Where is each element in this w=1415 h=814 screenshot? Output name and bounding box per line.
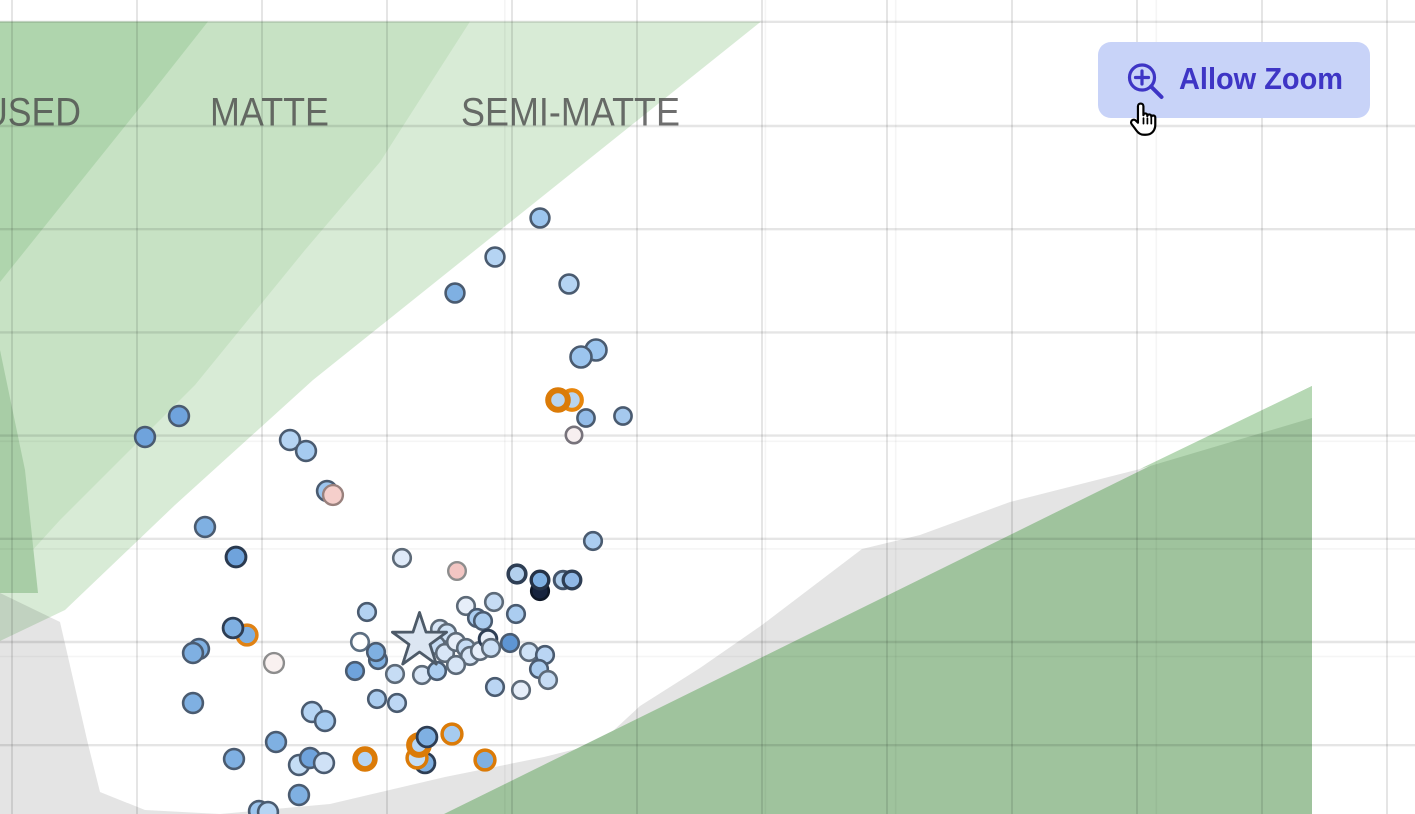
svg-text:SEMI-MATTE: SEMI-MATTE	[461, 91, 680, 135]
svg-text:MATTE: MATTE	[210, 91, 329, 135]
svg-text:Allow Zoom: Allow Zoom	[1179, 61, 1343, 96]
svg-text:DIFFUSED: DIFFUSED	[0, 91, 81, 135]
